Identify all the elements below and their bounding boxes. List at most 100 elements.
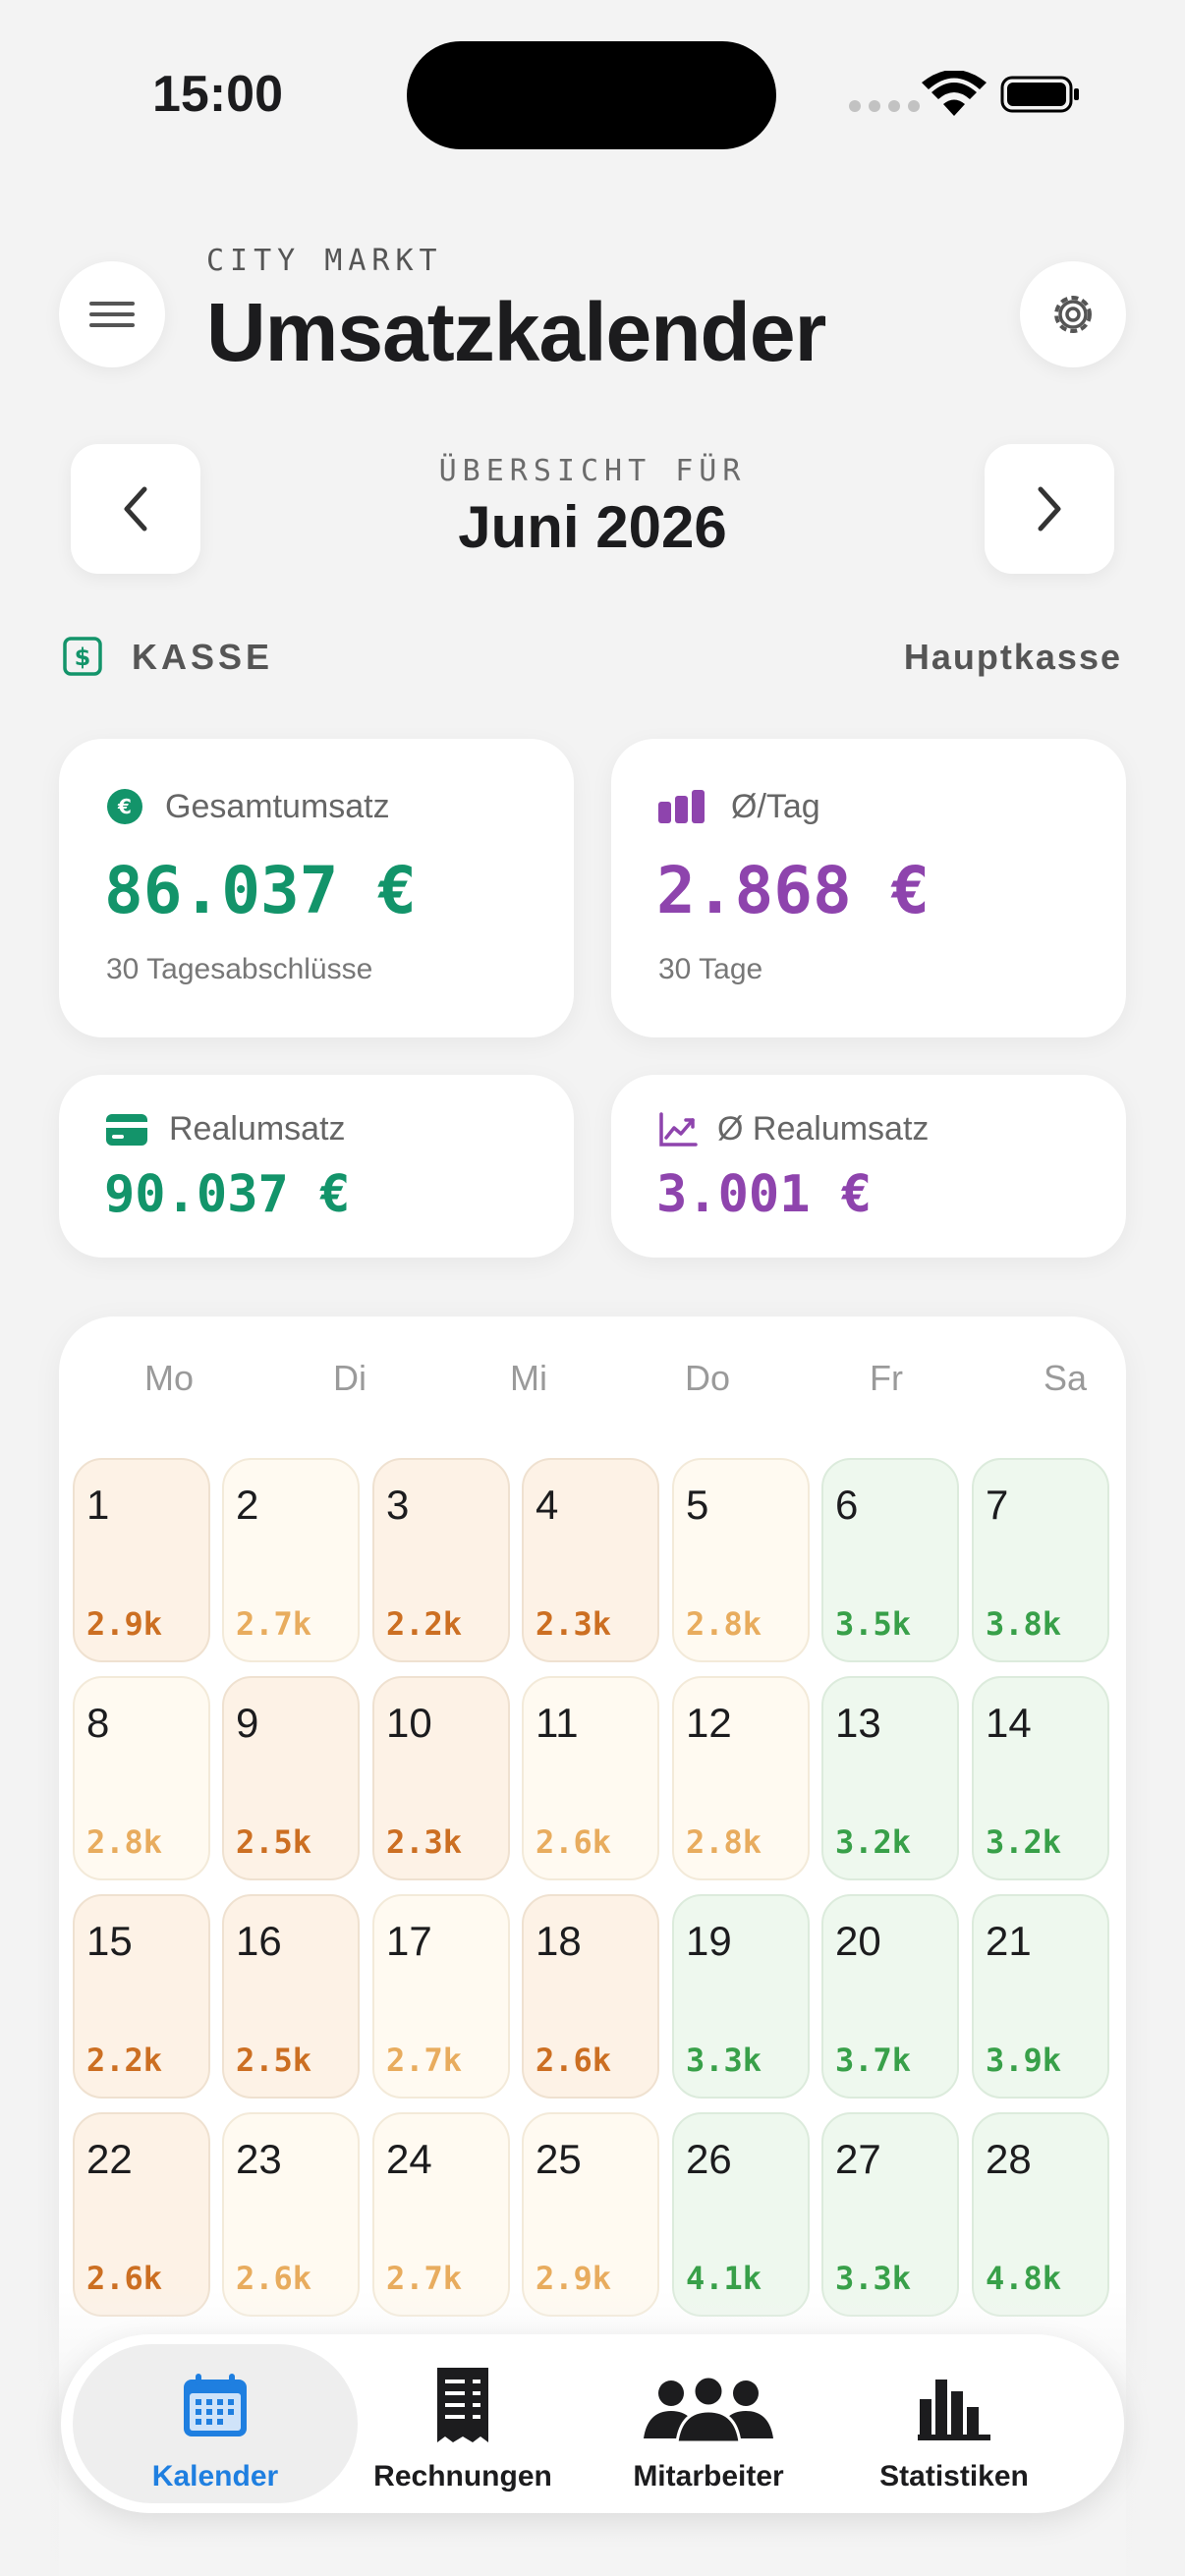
day-amount: 2.3k xyxy=(386,1823,463,1861)
hamburger-icon xyxy=(89,302,135,327)
calendar-day[interactable]: 19 3.3k xyxy=(672,1894,810,2099)
calendar-day[interactable]: 18 2.6k xyxy=(522,1894,659,2099)
avg-day-sub: 30 Tage xyxy=(658,953,763,985)
day-amount: 2.6k xyxy=(536,2042,612,2079)
calendar-day[interactable]: 24 2.7k xyxy=(372,2112,510,2317)
tab-rechnungen[interactable]: Rechnungen xyxy=(320,2344,605,2503)
calendar-day[interactable]: 12 2.8k xyxy=(672,1676,810,1880)
day-amount: 2.8k xyxy=(686,1823,762,1861)
calendar-day[interactable]: 4 2.3k xyxy=(522,1458,659,1662)
tab-kalender[interactable]: Kalender xyxy=(73,2344,358,2503)
calendar-day[interactable]: 14 3.2k xyxy=(972,1676,1109,1880)
realumsatz-label: Realumsatz xyxy=(169,1110,346,1148)
settings-button[interactable] xyxy=(1020,261,1126,367)
tab-mitarbeiter[interactable]: Mitarbeiter xyxy=(566,2344,851,2503)
day-amount: 3.5k xyxy=(835,1605,912,1643)
calendar-day[interactable]: 26 4.1k xyxy=(672,2112,810,2317)
realumsatz-value: 90.037 € xyxy=(104,1165,351,1224)
wifi-icon xyxy=(922,71,987,116)
day-number: 4 xyxy=(536,1482,559,1528)
kasse-selector[interactable]: Hauptkasse xyxy=(903,637,1122,677)
weekday-label: Mo xyxy=(143,1358,194,1398)
gesamtumsatz-card: € Gesamtumsatz 86.037 € 30 Tagesabschlüs… xyxy=(59,739,574,1037)
day-number: 10 xyxy=(386,1700,432,1746)
weekday-label: Sa xyxy=(1043,1358,1088,1398)
calendar-icon xyxy=(184,2374,247,2436)
gesamtumsatz-label: Gesamtumsatz xyxy=(165,788,390,825)
gear-icon xyxy=(1054,296,1092,333)
avg-real-label: Ø Realumsatz xyxy=(717,1110,930,1148)
chevron-left-icon xyxy=(124,486,147,532)
day-number: 16 xyxy=(236,1918,282,1964)
calendar-day[interactable]: 13 3.2k xyxy=(821,1676,959,1880)
page-title: Umsatzkalender xyxy=(206,286,826,378)
calendar-day[interactable]: 5 2.8k xyxy=(672,1458,810,1662)
day-amount: 3.8k xyxy=(986,1605,1062,1643)
avg-day-value: 2.868 € xyxy=(656,853,931,928)
day-number: 13 xyxy=(835,1700,881,1746)
calendar-day[interactable]: 10 2.3k xyxy=(372,1676,510,1880)
weekday-label: Di xyxy=(333,1358,367,1398)
day-amount: 2.7k xyxy=(386,2042,463,2079)
month-label: Juni 2026 xyxy=(458,494,727,560)
day-amount: 3.7k xyxy=(835,2042,912,2079)
day-amount: 2.6k xyxy=(536,1823,612,1861)
next-month-button[interactable] xyxy=(985,444,1114,574)
day-number: 8 xyxy=(86,1700,110,1746)
weekday-label: Fr xyxy=(870,1358,903,1398)
svg-text:$: $ xyxy=(75,644,91,671)
day-amount: 3.9k xyxy=(986,2042,1062,2079)
calendar-day[interactable]: 7 3.8k xyxy=(972,1458,1109,1662)
calendar-day[interactable]: 25 2.9k xyxy=(522,2112,659,2317)
chart-icon xyxy=(918,2380,990,2440)
tab-label: Kalender xyxy=(151,2460,279,2492)
calendar-day[interactable]: 17 2.7k xyxy=(372,1894,510,2099)
day-number: 12 xyxy=(686,1700,732,1746)
calendar-day[interactable]: 20 3.7k xyxy=(821,1894,959,2099)
menu-button[interactable] xyxy=(59,261,165,367)
day-number: 25 xyxy=(536,2136,582,2182)
day-number: 19 xyxy=(686,1918,732,1964)
day-number: 7 xyxy=(986,1482,1009,1528)
day-number: 18 xyxy=(536,1918,582,1964)
day-amount: 3.2k xyxy=(835,1823,912,1861)
day-number: 11 xyxy=(536,1700,579,1746)
previous-month-button[interactable] xyxy=(71,444,200,574)
weekday-label: Do xyxy=(684,1358,731,1398)
calendar-day[interactable]: 16 2.5k xyxy=(222,1894,360,2099)
calendar-day[interactable]: 2 2.7k xyxy=(222,1458,360,1662)
calendar-day[interactable]: 28 4.8k xyxy=(972,2112,1109,2317)
brand-label: CITY MARKT xyxy=(206,244,443,278)
tab-label: Mitarbeiter xyxy=(633,2460,784,2492)
bar-chart-icon xyxy=(658,790,705,823)
day-amount: 2.8k xyxy=(686,1605,762,1643)
calendar-day[interactable]: 1 2.9k xyxy=(73,1458,210,1662)
weekday-label: Mi xyxy=(510,1358,547,1398)
people-icon xyxy=(644,2378,773,2442)
calendar-day[interactable]: 8 2.8k xyxy=(73,1676,210,1880)
realumsatz-card: Realumsatz 90.037 € xyxy=(59,1075,574,1258)
calendar-day[interactable]: 21 3.9k xyxy=(972,1894,1109,2099)
day-amount: 2.2k xyxy=(86,2042,163,2079)
gesamtumsatz-value: 86.037 € xyxy=(104,853,417,928)
calendar-day[interactable]: 15 2.2k xyxy=(73,1894,210,2099)
receipt-icon xyxy=(437,2368,488,2442)
day-number: 20 xyxy=(835,1918,881,1964)
day-number: 3 xyxy=(386,1482,410,1528)
day-amount: 2.5k xyxy=(236,1823,312,1861)
tab-statistiken[interactable]: Statistiken xyxy=(812,2344,1097,2503)
calendar-day[interactable]: 9 2.5k xyxy=(222,1676,360,1880)
calendar-day[interactable]: 23 2.6k xyxy=(222,2112,360,2317)
calendar-day[interactable]: 27 3.3k xyxy=(821,2112,959,2317)
calendar-day[interactable]: 3 2.2k xyxy=(372,1458,510,1662)
day-amount: 2.9k xyxy=(86,1605,163,1643)
euro-icon: € xyxy=(107,789,142,824)
day-number: 22 xyxy=(86,2136,133,2182)
day-amount: 3.2k xyxy=(986,1823,1062,1861)
calendar-day[interactable]: 11 2.6k xyxy=(522,1676,659,1880)
day-amount: 2.2k xyxy=(386,1605,463,1643)
day-number: 1 xyxy=(86,1482,110,1528)
dynamic-island xyxy=(407,41,776,149)
calendar-day[interactable]: 6 3.5k xyxy=(821,1458,959,1662)
calendar-day[interactable]: 22 2.6k xyxy=(73,2112,210,2317)
